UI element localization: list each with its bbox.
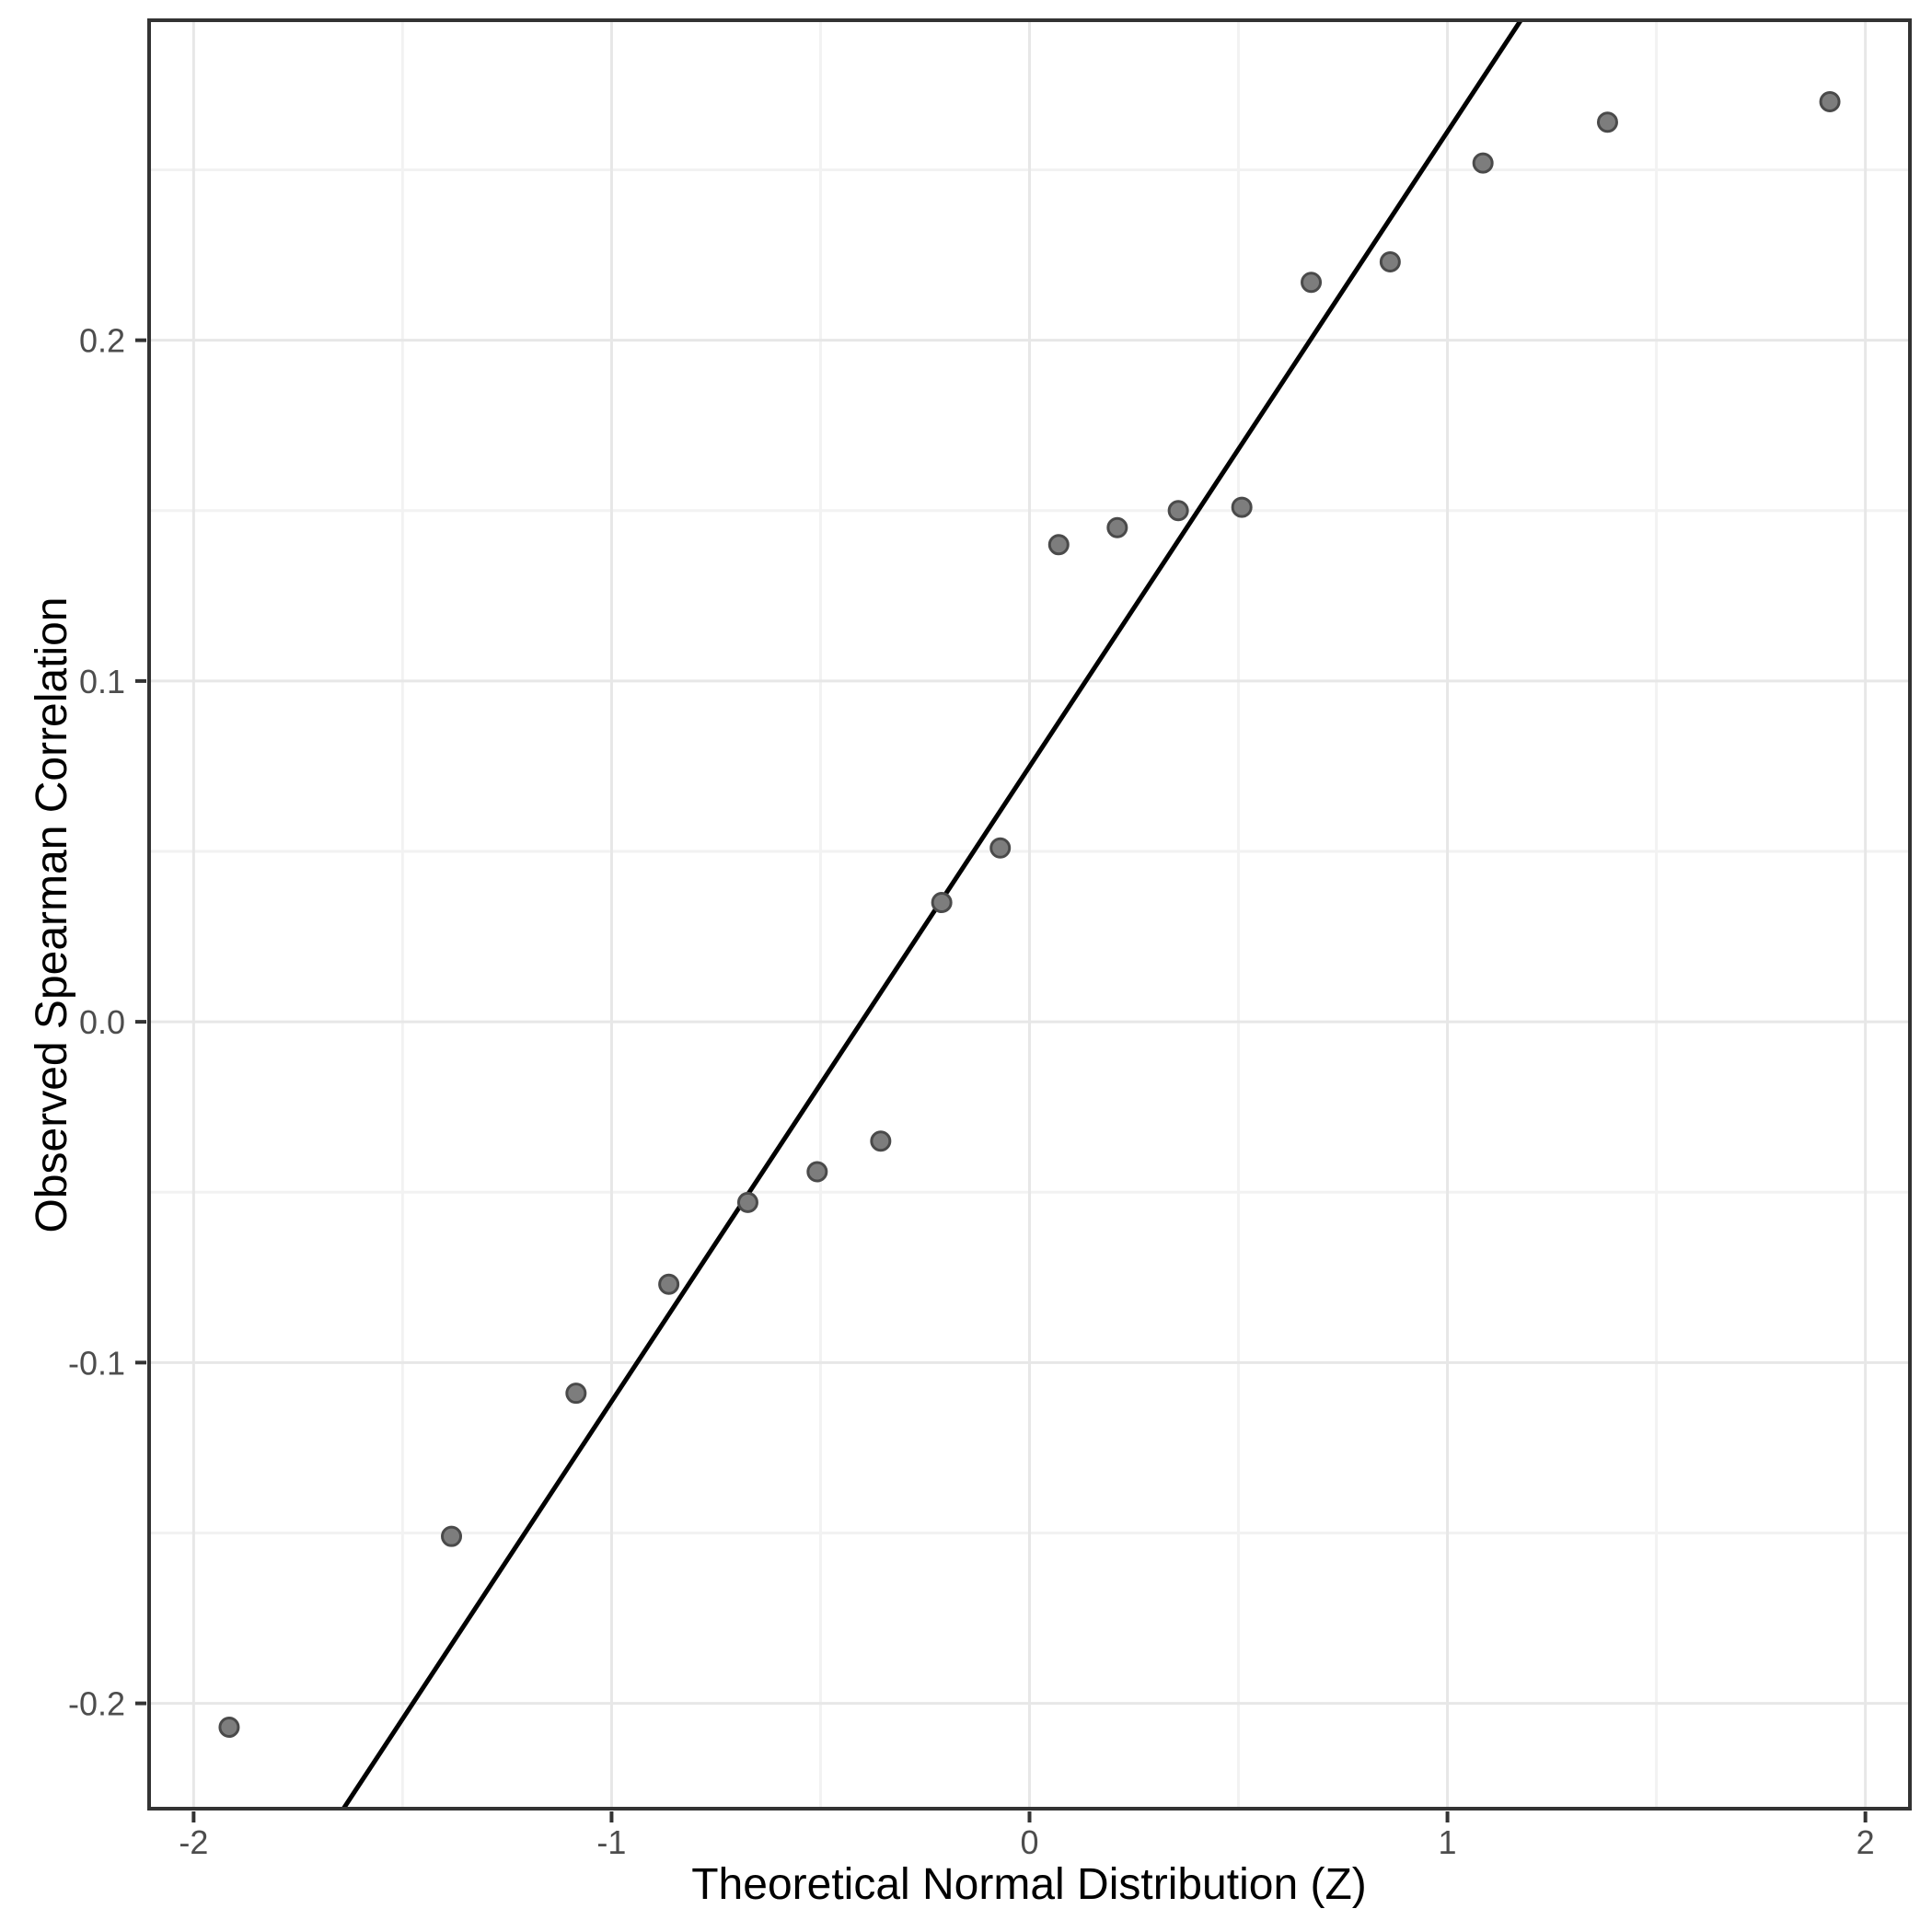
data-point <box>1379 250 1401 272</box>
data-point <box>1106 516 1128 538</box>
data-point <box>1167 500 1189 522</box>
data-point <box>806 1161 828 1183</box>
data-point <box>931 892 953 914</box>
data-point <box>1472 152 1494 174</box>
panel-border <box>147 18 1912 1811</box>
y-tick-label: 0.0 <box>79 1003 125 1041</box>
data-point <box>565 1382 587 1405</box>
y-tick-label: 0.1 <box>79 663 125 700</box>
data-point <box>1231 496 1253 518</box>
x-tick-label: -1 <box>596 1823 626 1861</box>
data-point <box>989 837 1012 859</box>
x-tick-label: 1 <box>1439 1823 1457 1861</box>
data-point <box>1819 90 1841 112</box>
data-point <box>736 1191 758 1213</box>
qq-reference-line <box>341 18 1523 1811</box>
data-point <box>658 1273 680 1295</box>
y-tick-label: 0.2 <box>79 322 125 360</box>
data-point <box>218 1717 240 1739</box>
data-point <box>1047 534 1070 556</box>
data-point <box>870 1130 892 1152</box>
x-axis-title: Theoretical Normal Distribution (Z) <box>691 1860 1367 1909</box>
y-tick-label: -0.2 <box>68 1685 125 1723</box>
axis-layer: -2 -1 0 1 2 -0.2 -0.1 0.0 0.1 0.2 <box>68 18 1912 1861</box>
gridlines-layer <box>149 20 1910 1809</box>
x-tick-label: 2 <box>1857 1823 1875 1861</box>
data-point <box>1596 111 1618 133</box>
y-tick-label: -0.1 <box>68 1344 125 1382</box>
x-tick-label: -2 <box>179 1823 208 1861</box>
data-point <box>1301 272 1323 294</box>
data-point <box>441 1525 463 1547</box>
y-axis-title: Observed Spearman Correlation <box>28 596 76 1232</box>
data-layer <box>218 18 1841 1811</box>
x-tick-label: 0 <box>1020 1823 1038 1861</box>
